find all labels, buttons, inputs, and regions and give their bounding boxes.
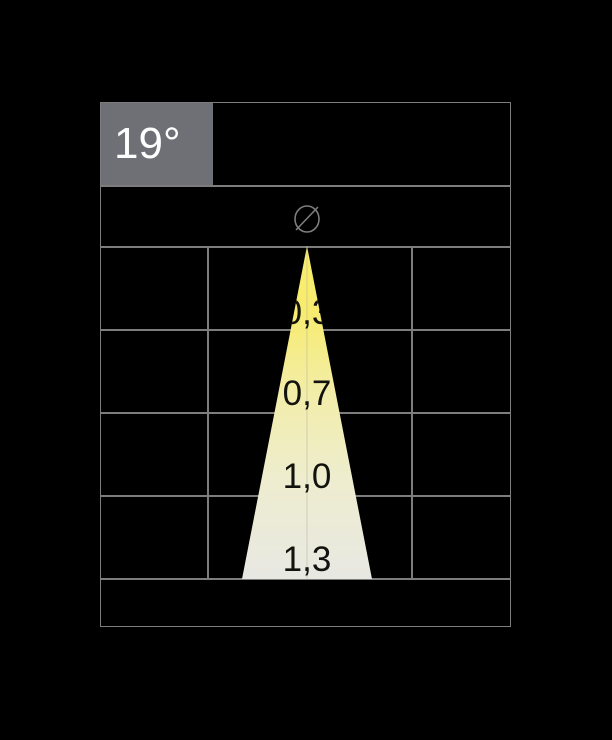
beam-angle-diagram: 19°: [100, 102, 511, 627]
beam-angle-value: 19°: [114, 118, 181, 168]
beam-diameter-label-4: 1,3: [283, 540, 332, 579]
grid-hline-header: [100, 185, 511, 187]
grid-hline-symbol-row: [100, 246, 511, 248]
beam-diameter-label-2: 0,7: [283, 374, 332, 413]
beam-angle-badge: 19°: [100, 102, 213, 185]
diameter-icon: [289, 200, 325, 236]
beam-diameter-label-1: 0,3: [283, 293, 332, 332]
beam-diameter-label-3: 1,0: [283, 457, 332, 496]
grid-vline-right: [411, 246, 413, 578]
grid-hline-1: [100, 329, 511, 331]
grid-hline-2: [100, 412, 511, 414]
grid-hline-3: [100, 495, 511, 497]
grid-vline-left: [207, 246, 209, 578]
grid-hline-4: [100, 578, 511, 580]
